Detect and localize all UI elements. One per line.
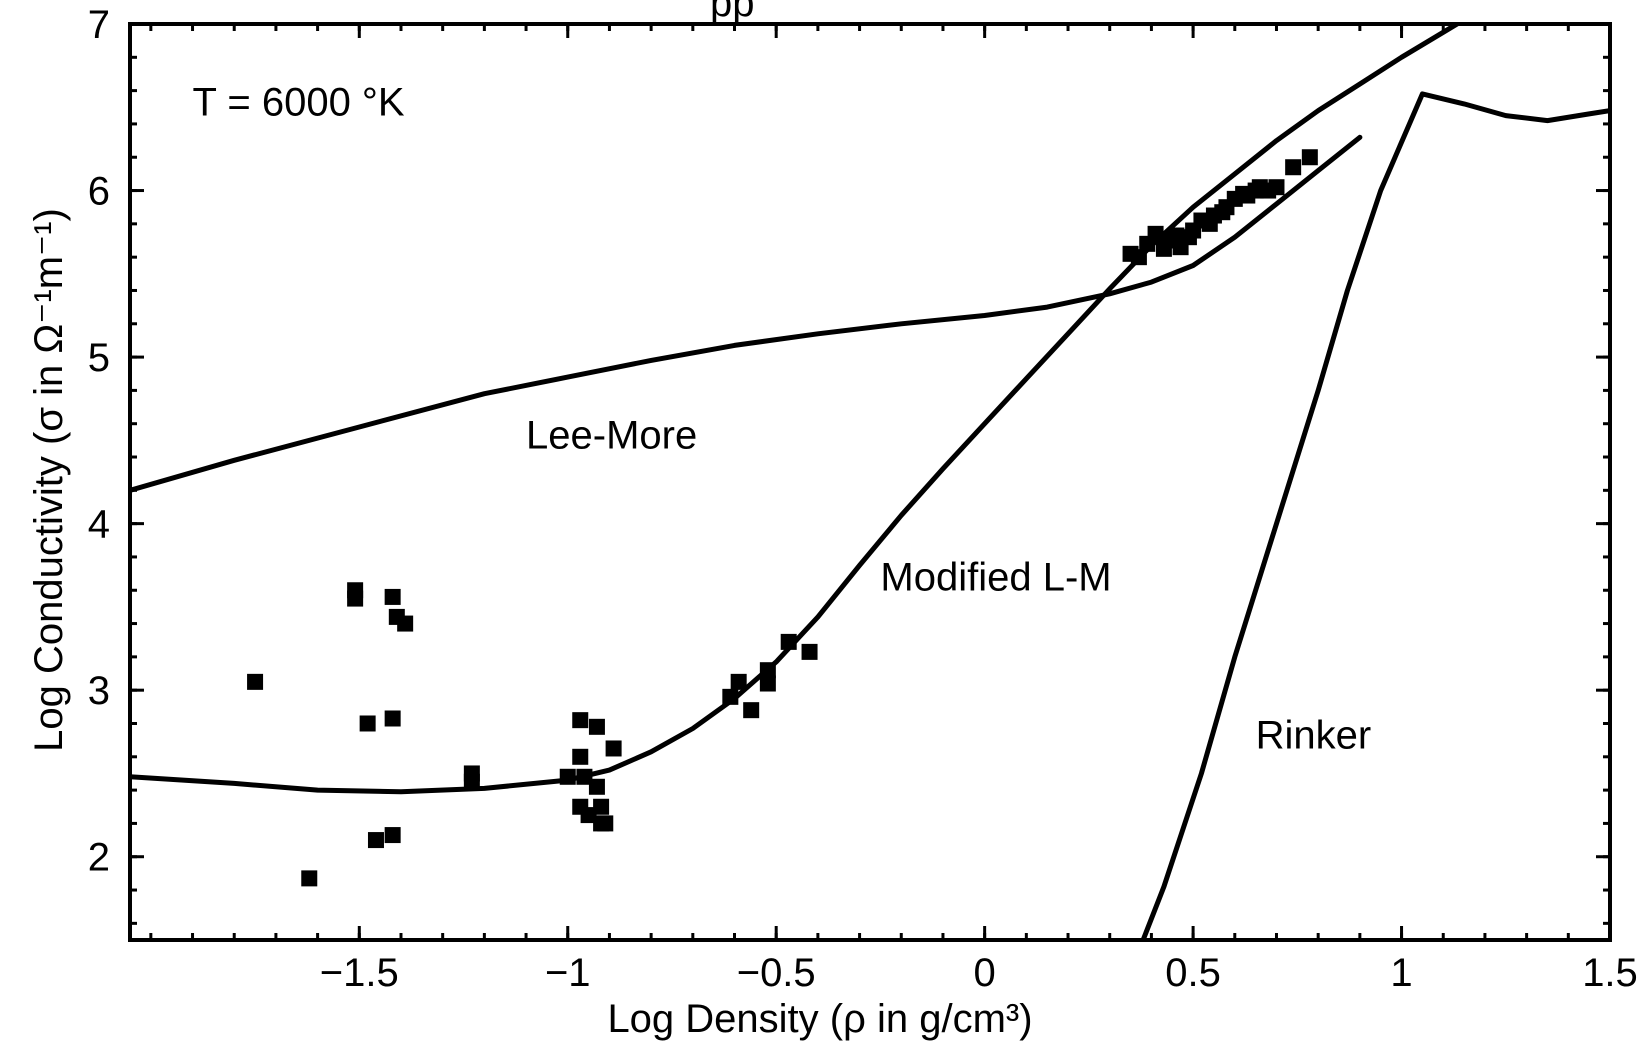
- data-point: [1130, 249, 1147, 266]
- data-point: [384, 710, 401, 727]
- x-axis-title: Log Density (ρ in g/cm³): [607, 997, 1032, 1041]
- y-tick-label: 2: [88, 836, 110, 880]
- y-axis-title: Log Conductivity (σ in Ω⁻¹m⁻¹): [27, 208, 71, 752]
- data-points: [247, 149, 1318, 887]
- axis-ticks: −1.5 −1 −0.5 0 0.5 1 1.5 2 3 4 5 6 7: [88, 3, 1638, 995]
- annotation-temp: T = 6000 °K: [193, 81, 405, 125]
- data-point: [576, 768, 593, 785]
- data-point: [559, 768, 576, 785]
- data-point: [759, 662, 776, 679]
- data-point: [597, 815, 614, 832]
- data-point: [593, 798, 610, 815]
- data-point: [588, 778, 605, 795]
- x-tick-label: −1: [545, 951, 591, 995]
- data-point: [759, 675, 776, 692]
- series-line-modified-l-m: [130, 24, 1462, 795]
- data-point: [605, 740, 622, 757]
- annotation-lee-more: Lee-More: [526, 414, 697, 458]
- data-point: [247, 673, 264, 690]
- plot-area: [128, 22, 1612, 942]
- series-line-lee-more: [130, 134, 1363, 493]
- data-point: [1268, 179, 1285, 196]
- data-point: [743, 702, 760, 719]
- data-point: [1285, 159, 1302, 176]
- data-point: [588, 718, 605, 735]
- data-point: [580, 807, 597, 824]
- y-tick-label: 5: [88, 336, 110, 380]
- series-line-rinker: [1140, 91, 1610, 940]
- annotation-rinker: Rinker: [1256, 713, 1372, 757]
- plot-frame: [128, 22, 1612, 942]
- data-point: [347, 590, 364, 607]
- y-tick-label: 4: [88, 503, 110, 547]
- y-tick-label: 7: [88, 3, 110, 47]
- y-tick-label: 6: [88, 170, 110, 214]
- data-point: [367, 832, 384, 849]
- x-tick-label: 1: [1390, 951, 1412, 995]
- data-point: [1147, 225, 1164, 242]
- chart-title-partial: pp: [710, 0, 755, 25]
- data-point: [301, 870, 318, 887]
- data-point: [572, 712, 589, 729]
- data-point: [722, 688, 739, 705]
- data-point: [730, 673, 747, 690]
- y-tick-label: 3: [88, 669, 110, 713]
- x-tick-label: −1.5: [320, 951, 399, 995]
- data-point: [801, 643, 818, 660]
- data-point: [397, 615, 414, 632]
- data-point: [463, 773, 480, 790]
- annotation-modified: Modified L-M: [880, 555, 1111, 599]
- data-point: [780, 633, 797, 650]
- x-tick-label: 0.5: [1165, 951, 1221, 995]
- x-tick-label: 1.5: [1582, 951, 1638, 995]
- data-point: [359, 715, 376, 732]
- data-point: [572, 748, 589, 765]
- data-point: [1301, 149, 1318, 166]
- curves: [130, 24, 1610, 940]
- x-tick-label: 0: [974, 951, 996, 995]
- data-point: [384, 588, 401, 605]
- data-point: [384, 827, 401, 844]
- annotations: T = 6000 °K Lee-More Modified L-M Rinker: [193, 81, 1372, 758]
- x-tick-label: −0.5: [737, 951, 816, 995]
